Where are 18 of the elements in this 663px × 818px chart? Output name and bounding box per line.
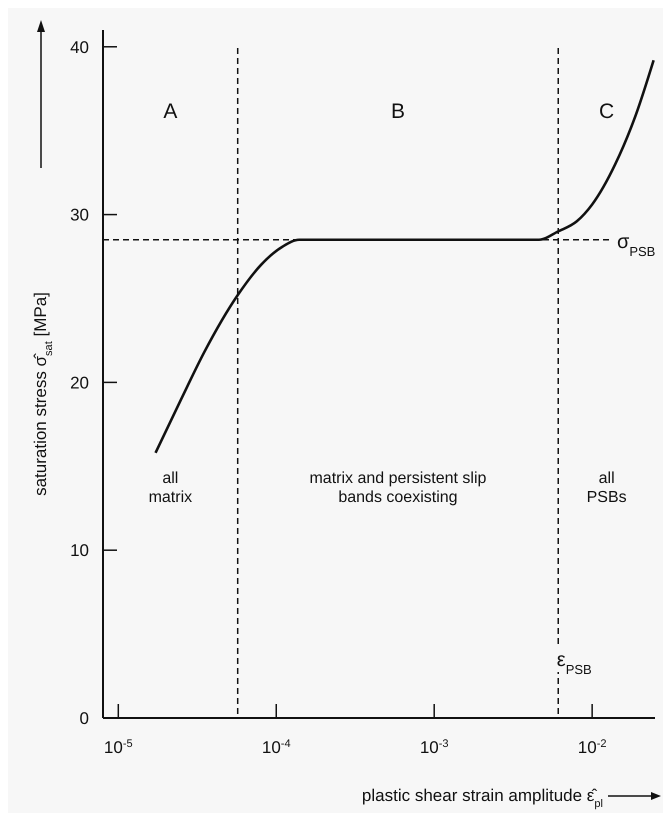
annotation: C xyxy=(599,100,614,123)
x-axis-title: plastic shear strain amplitude ε̂$_{pl}$ xyxy=(362,786,603,810)
y-tick-label: 40 xyxy=(70,38,89,57)
annotation: B xyxy=(390,100,405,123)
annotation: all PSBs xyxy=(586,470,627,506)
y-tick-label: 10 xyxy=(70,541,89,560)
y-tick-label: 0 xyxy=(80,709,89,728)
x-tick-label: 10$^{-3}$ xyxy=(420,738,449,757)
y-tick-label: 30 xyxy=(70,206,89,225)
ref-line-label: σ$_{PSB}$ xyxy=(617,230,656,258)
x-tick-label: 10$^{-5}$ xyxy=(104,738,133,757)
x-tick-label: 10$^{-4}$ xyxy=(262,738,291,757)
annotation: A xyxy=(163,100,178,123)
annotation: matrix and persistent slip bands coexisting xyxy=(309,470,487,506)
annotation: all matrix xyxy=(148,470,192,506)
ref-line-label: ε$_{PSB}$ xyxy=(556,649,592,676)
y-tick-label: 20 xyxy=(70,373,89,392)
x-tick-label: 10$^{-2}$ xyxy=(578,738,607,757)
